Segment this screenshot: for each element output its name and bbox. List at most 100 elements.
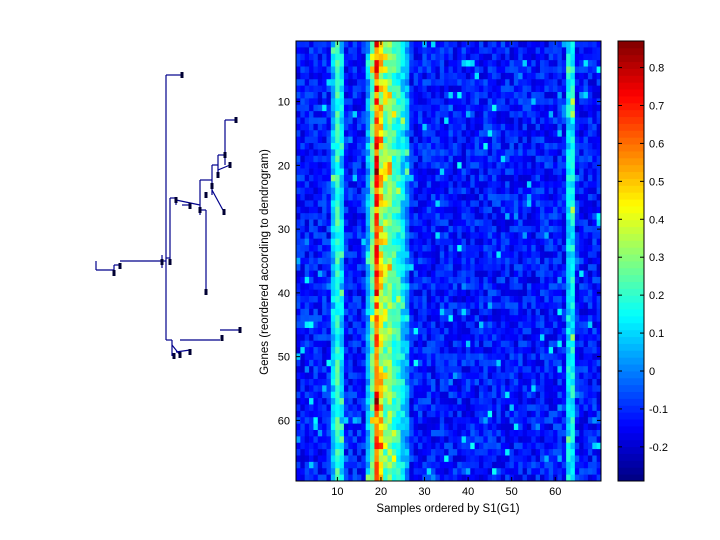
heatmap-cell	[378, 442, 384, 450]
heatmap-cell	[304, 442, 310, 450]
heatmap-cell	[566, 162, 571, 169]
heatmap-cell	[317, 359, 323, 367]
heatmap-cell	[335, 429, 340, 437]
heatmap-cell	[531, 143, 536, 150]
heatmap-cell	[343, 98, 349, 106]
heatmap-cell	[496, 104, 502, 112]
heatmap-cell	[452, 181, 458, 189]
heatmap-cell	[596, 41, 602, 48]
heatmap-cell	[400, 455, 406, 463]
heatmap-cell	[570, 181, 576, 189]
heatmap-cell	[352, 219, 358, 227]
heatmap-cell	[505, 417, 510, 424]
heatmap-cell	[535, 449, 541, 456]
heatmap-cell	[348, 136, 353, 144]
heatmap-cell	[566, 270, 571, 278]
heatmap-cell	[422, 174, 428, 182]
heatmap-cell	[352, 72, 358, 80]
heatmap-cell	[387, 366, 393, 373]
heatmap-cell	[487, 130, 493, 138]
heatmap-cell	[574, 423, 580, 431]
heatmap-cell	[383, 72, 388, 80]
heatmap-cell	[596, 378, 602, 386]
heatmap-cell	[439, 85, 445, 93]
heatmap-cell	[335, 47, 340, 55]
heatmap-cell	[553, 461, 558, 469]
heatmap-cell	[296, 449, 301, 456]
heatmap-cell	[531, 391, 536, 399]
heatmap-cell	[400, 366, 406, 373]
heatmap-cell	[483, 257, 489, 265]
heatmap-cell	[513, 423, 519, 431]
heatmap-cell	[579, 123, 584, 131]
heatmap-cell	[317, 155, 323, 163]
heatmap-cell	[400, 347, 406, 354]
heatmap-cell	[479, 194, 484, 201]
heatmap-cell	[505, 206, 510, 214]
heatmap-cell	[439, 398, 445, 405]
heatmap-cell	[483, 474, 489, 482]
heatmap-cell	[540, 143, 545, 150]
heatmap-cell	[383, 449, 388, 456]
heatmap-cell	[483, 181, 489, 189]
heatmap-cell	[470, 296, 475, 303]
heatmap-cell	[387, 149, 393, 157]
heatmap-cell	[496, 353, 502, 361]
heatmap-cell	[496, 404, 502, 412]
heatmap-cell	[418, 315, 423, 322]
heatmap-cell	[561, 72, 567, 80]
heatmap-cell	[352, 449, 358, 456]
heatmap-cell	[544, 85, 550, 93]
heatmap-cell	[435, 104, 441, 112]
heatmap-cell	[444, 53, 449, 61]
heatmap-cell	[374, 398, 380, 405]
heatmap-cell	[579, 245, 584, 252]
heatmap-cell	[313, 385, 319, 393]
heatmap-cell	[330, 187, 336, 195]
heatmap-cell	[535, 334, 541, 342]
heatmap-cell	[370, 423, 375, 431]
heatmap-cell	[526, 117, 532, 125]
heatmap-cell	[361, 436, 367, 444]
heatmap-cell	[317, 372, 323, 380]
heatmap-cell	[396, 66, 401, 74]
heatmap-cell	[505, 359, 510, 367]
heatmap-cell	[357, 359, 362, 367]
heatmap-cell	[553, 468, 558, 475]
heatmap-cell	[579, 404, 584, 412]
heatmap-cell	[348, 410, 353, 418]
heatmap-cell	[343, 289, 349, 297]
heatmap-cell	[461, 315, 467, 322]
heatmap-cell	[339, 41, 345, 48]
heatmap-cell	[587, 436, 593, 444]
heatmap-cell	[540, 41, 545, 48]
heatmap-cell	[322, 162, 327, 169]
heatmap-cell	[357, 219, 362, 227]
heatmap-cell	[465, 149, 471, 157]
heatmap-cell	[444, 359, 449, 367]
heatmap-cell	[426, 302, 432, 310]
heatmap-cell	[426, 270, 432, 278]
heatmap-cell	[587, 53, 593, 61]
heatmap-cell	[304, 366, 310, 373]
heatmap-cell	[592, 378, 597, 386]
heatmap-cell	[378, 168, 384, 176]
heatmap-cell	[553, 155, 558, 163]
heatmap-cell	[370, 347, 375, 354]
heatmap-cell	[404, 206, 410, 214]
heatmap-cell	[335, 353, 340, 361]
heatmap-cell	[413, 206, 419, 214]
heatmap-cell	[509, 85, 515, 93]
heatmap-cell	[487, 347, 493, 354]
heatmap-cell	[374, 245, 380, 252]
heatmap-cell	[404, 47, 410, 55]
heatmap-cell	[348, 340, 353, 348]
heatmap-cell	[322, 149, 327, 157]
heatmap-cell	[479, 238, 484, 246]
heatmap-cell	[474, 111, 480, 118]
heatmap-cell	[378, 72, 384, 80]
heatmap-cell	[352, 270, 358, 278]
heatmap-cell	[409, 461, 414, 469]
heatmap-cell	[365, 474, 371, 482]
heatmap-cell	[339, 245, 345, 252]
